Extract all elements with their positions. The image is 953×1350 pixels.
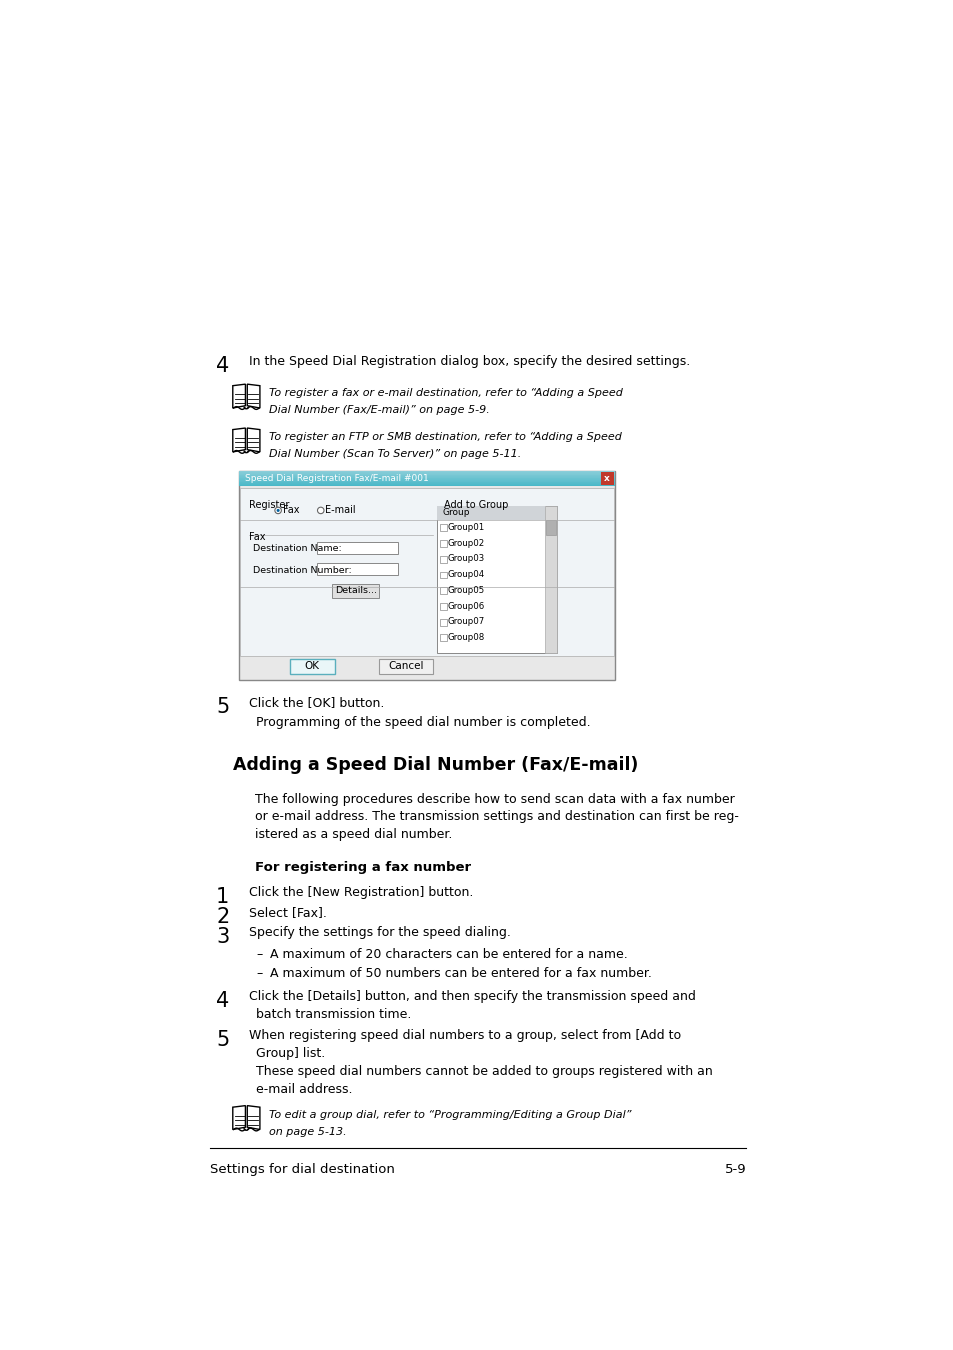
Text: Group01: Group01 [447,522,484,532]
Text: A maximum of 50 numbers can be entered for a fax number.: A maximum of 50 numbers can be entered f… [270,968,652,980]
Text: –: – [256,968,262,980]
Text: Programming of the speed dial number is completed.: Programming of the speed dial number is … [256,716,591,729]
Text: For registering a fax number: For registering a fax number [254,861,471,875]
Text: Dial Number (Scan To Server)” on page 5-11.: Dial Number (Scan To Server)” on page 5-… [269,450,520,459]
FancyBboxPatch shape [545,506,557,653]
Text: 2: 2 [216,907,229,926]
Text: Group03: Group03 [447,555,484,563]
Polygon shape [247,1106,259,1130]
Text: Details...: Details... [335,586,376,595]
Text: Speed Dial Registration Fax/E-mail #001: Speed Dial Registration Fax/E-mail #001 [245,474,428,483]
Text: Dial Number (Fax/E-mail)” on page 5-9.: Dial Number (Fax/E-mail)” on page 5-9. [269,405,489,416]
Text: To register an FTP or SMB destination, refer to “Adding a Speed: To register an FTP or SMB destination, r… [269,432,621,443]
Polygon shape [247,385,259,408]
Circle shape [276,509,279,512]
Text: x: x [603,474,609,483]
FancyBboxPatch shape [439,587,446,594]
Text: Click the [OK] button.: Click the [OK] button. [249,697,384,709]
Text: To register a fax or e-mail destination, refer to “Adding a Speed: To register a fax or e-mail destination,… [269,389,622,398]
Text: batch transmission time.: batch transmission time. [256,1008,412,1021]
Text: Select [Fax].: Select [Fax]. [249,906,326,919]
Text: Register: Register [249,500,289,510]
Text: E-mail: E-mail [325,505,355,516]
FancyBboxPatch shape [439,524,446,531]
FancyBboxPatch shape [439,634,446,641]
Text: OK: OK [304,662,319,671]
Text: Click the [New Registration] button.: Click the [New Registration] button. [249,886,473,899]
Circle shape [274,508,281,513]
Text: 3: 3 [216,926,229,946]
Text: Destination Number:: Destination Number: [253,566,351,575]
FancyBboxPatch shape [332,585,378,598]
FancyBboxPatch shape [290,659,335,674]
Text: or e-mail address. The transmission settings and destination can first be reg-: or e-mail address. The transmission sett… [254,810,738,824]
FancyBboxPatch shape [239,471,615,680]
FancyBboxPatch shape [378,659,433,674]
Text: The following procedures describe how to send scan data with a fax number: The following procedures describe how to… [254,792,734,806]
Text: 5-9: 5-9 [724,1162,745,1176]
Circle shape [317,508,324,513]
Text: 5: 5 [216,1030,229,1050]
Text: Group04: Group04 [447,570,484,579]
FancyBboxPatch shape [439,618,446,625]
Text: Group05: Group05 [447,586,484,595]
Text: Specify the settings for the speed dialing.: Specify the settings for the speed diali… [249,926,510,938]
FancyBboxPatch shape [436,506,545,520]
Text: Group: Group [442,509,470,517]
Text: Settings for dial destination: Settings for dial destination [210,1162,395,1176]
Text: Destination Name:: Destination Name: [253,544,341,554]
Text: on page 5-13.: on page 5-13. [269,1127,346,1137]
FancyBboxPatch shape [439,571,446,578]
Text: Fax: Fax [249,532,265,543]
Text: Cancel: Cancel [388,662,423,671]
Text: Group07: Group07 [447,617,484,626]
Text: Fax: Fax [282,505,299,516]
Polygon shape [233,1106,245,1130]
FancyBboxPatch shape [240,487,614,656]
Text: –: – [256,948,262,961]
Text: Group06: Group06 [447,602,484,610]
Text: Click the [Details] button, and then specify the transmission speed and: Click the [Details] button, and then spe… [249,990,695,1003]
FancyBboxPatch shape [439,540,446,547]
Text: Group] list.: Group] list. [256,1048,325,1061]
Text: 4: 4 [216,991,229,1011]
FancyBboxPatch shape [316,541,397,554]
Text: In the Speed Dial Registration dialog box, specify the desired settings.: In the Speed Dial Registration dialog bo… [249,355,689,369]
FancyBboxPatch shape [316,563,397,575]
Text: Adding a Speed Dial Number (Fax/E-mail): Adding a Speed Dial Number (Fax/E-mail) [233,756,638,774]
Text: To edit a group dial, refer to “Programming/Editing a Group Dial”: To edit a group dial, refer to “Programm… [269,1110,631,1120]
Text: When registering speed dial numbers to a group, select from [Add to: When registering speed dial numbers to a… [249,1029,680,1042]
Polygon shape [233,385,245,408]
Text: 5: 5 [216,697,229,717]
Polygon shape [233,428,245,452]
Text: These speed dial numbers cannot be added to groups registered with an: These speed dial numbers cannot be added… [256,1065,713,1079]
Text: Group08: Group08 [447,633,484,643]
Text: e-mail address.: e-mail address. [256,1083,353,1096]
Polygon shape [247,428,259,452]
FancyBboxPatch shape [439,603,446,610]
FancyBboxPatch shape [439,556,446,563]
FancyBboxPatch shape [436,506,557,653]
Text: istered as a speed dial number.: istered as a speed dial number. [254,828,452,841]
Text: A maximum of 20 characters can be entered for a name.: A maximum of 20 characters can be entere… [270,948,627,961]
Text: Group02: Group02 [447,539,484,548]
FancyBboxPatch shape [546,520,556,535]
Text: Add to Group: Add to Group [443,500,507,510]
Text: 4: 4 [216,356,229,377]
FancyBboxPatch shape [599,471,613,486]
Text: 1: 1 [216,887,229,907]
